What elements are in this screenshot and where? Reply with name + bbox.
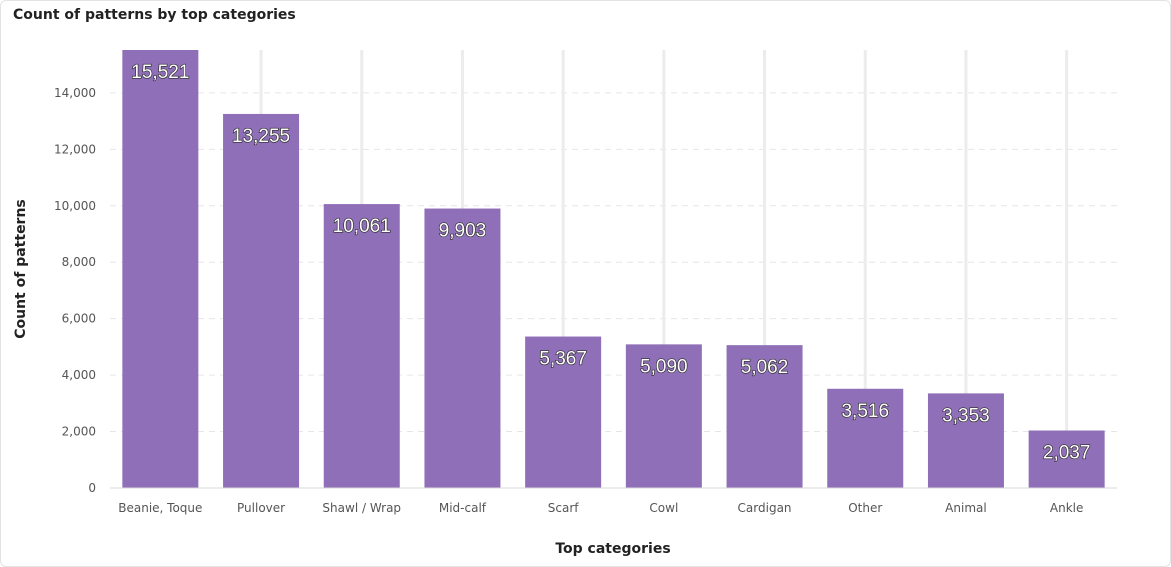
bar[interactable] — [223, 113, 300, 488]
bar[interactable] — [122, 50, 199, 488]
bar[interactable] — [726, 345, 803, 488]
bar-value-label: 5,090 — [640, 356, 688, 377]
bar-value-label: 13,255 — [232, 126, 290, 147]
bar-value-label: 2,037 — [1043, 443, 1091, 464]
y-tick-label: 6,000 — [62, 312, 96, 326]
x-tick-label: Other — [848, 501, 882, 515]
x-tick-label: Animal — [945, 501, 987, 515]
bar[interactable] — [927, 393, 1004, 488]
bar-value-label: 3,516 — [841, 401, 889, 422]
bar[interactable] — [1028, 430, 1105, 488]
chart-title: Count of patterns by top categories — [13, 7, 296, 23]
bar-value-label: 5,062 — [741, 357, 789, 378]
data-labels: 15,521 13,255 10,061 9,903 5,367 5,090 5,062 3,… — [131, 61, 1091, 464]
x-tick-label: Scarf — [548, 501, 580, 515]
y-tick-label: 2,000 — [62, 425, 96, 439]
y-axis-ticks: 0 2,000 4,000 6,000 8,000 10,000 12,000 14,000 — [54, 86, 96, 495]
bars — [122, 50, 1105, 489]
y-tick-label: 12,000 — [54, 142, 96, 156]
y-tick-label: 10,000 — [54, 199, 96, 213]
x-tick-label: Shawl / Wrap — [322, 501, 401, 515]
bar[interactable] — [323, 204, 400, 489]
bar-value-label: 3,353 — [942, 405, 990, 426]
y-tick-label: 14,000 — [54, 86, 96, 100]
bar[interactable] — [424, 208, 501, 489]
y-tick-label: 8,000 — [62, 255, 96, 269]
bar[interactable] — [827, 388, 904, 488]
bar-value-label: 5,367 — [539, 349, 587, 370]
x-tick-label: Cowl — [649, 501, 678, 515]
bar-value-label: 10,061 — [333, 216, 391, 237]
bar-value-label: 15,521 — [131, 62, 189, 83]
x-tick-label: Pullover — [237, 501, 285, 515]
x-axis-ticks: Beanie, Toque Pullover Shawl / Wrap Mid-cal… — [118, 501, 1083, 515]
bar[interactable] — [525, 336, 602, 488]
y-tick-label: 4,000 — [62, 368, 96, 382]
x-tick-label: Ankle — [1050, 501, 1083, 515]
y-tick-label: 0 — [88, 481, 96, 495]
bar-value-label: 9,903 — [439, 221, 487, 242]
x-axis-title: Top categories — [555, 541, 670, 557]
x-tick-label: Mid-calf — [439, 501, 487, 515]
bar[interactable] — [625, 344, 702, 488]
y-axis-title: Count of patterns — [13, 199, 29, 339]
x-tick-label: Cardigan — [738, 501, 792, 515]
x-tick-label: Beanie, Toque — [118, 501, 202, 515]
